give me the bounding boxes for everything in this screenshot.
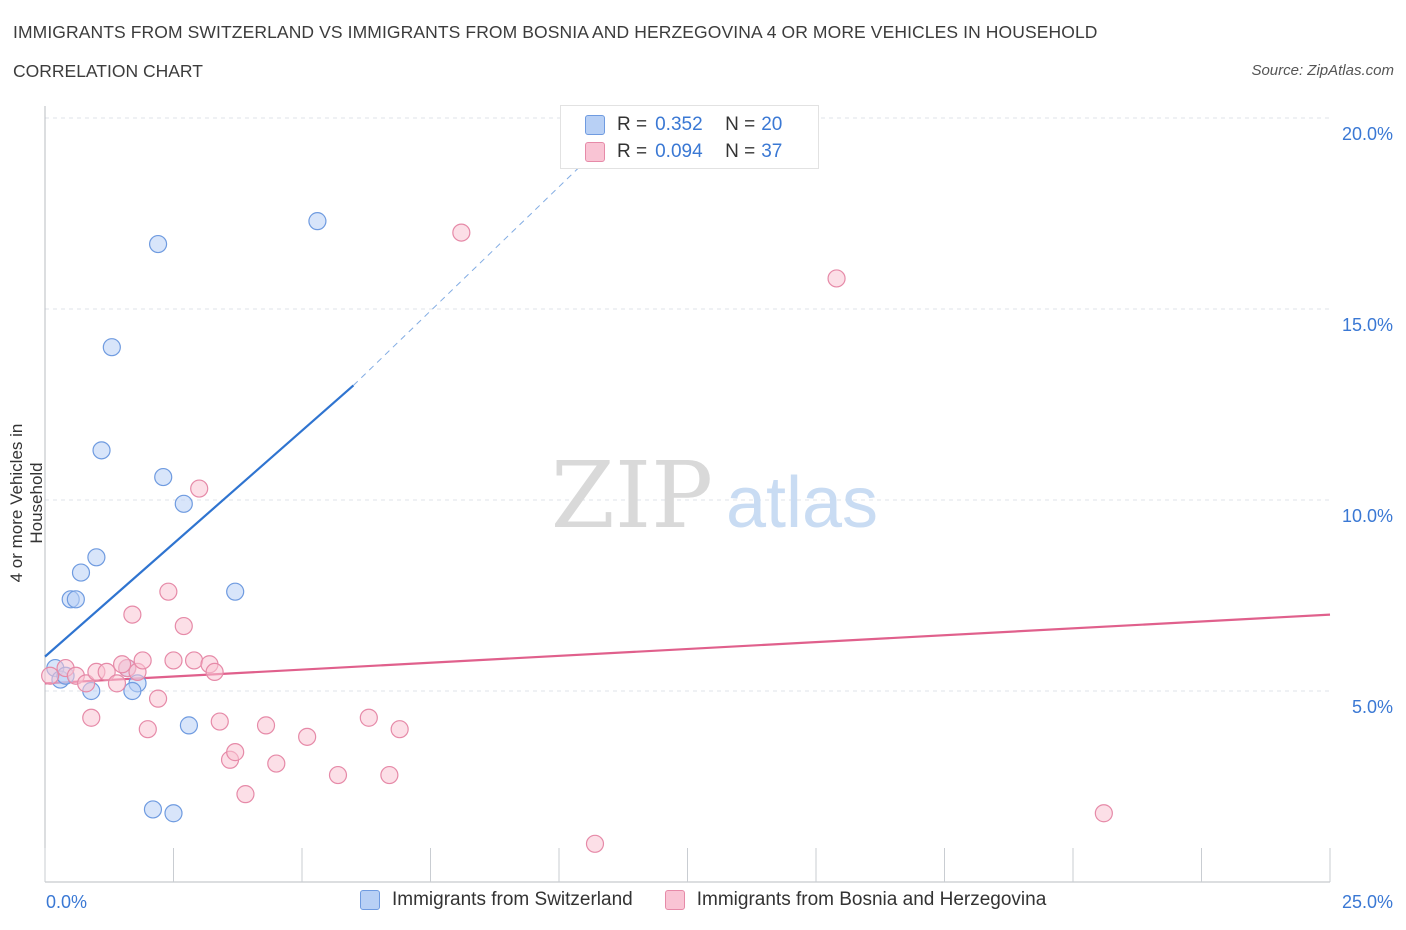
legend-row-switzerland: R = 0.352 N = 20 [585, 113, 782, 137]
series-swatch-blue [360, 890, 380, 910]
blue-data-point [148, 234, 168, 254]
pink-data-point [97, 662, 116, 682]
pink-data-point [380, 765, 399, 785]
legend-r-value: 0.352 [655, 114, 703, 135]
blue-data-point [87, 548, 106, 567]
pink-data-point [41, 666, 60, 685]
legend-n-label: N = [725, 141, 756, 162]
pink-data-point [174, 616, 193, 636]
pink-data-point [184, 651, 204, 670]
blue-data-point [164, 804, 183, 823]
blue-data-point [226, 582, 245, 601]
legend-row-bosnia: R = 0.094 N = 37 [585, 140, 782, 164]
pink-data-point [236, 785, 255, 804]
blue-data-point [123, 681, 142, 701]
pink-data-point [138, 720, 157, 739]
blue-data-point [154, 467, 173, 487]
x-tick-label: 25.0% [1342, 892, 1393, 912]
stats-legend: R = 0.352 N = 20 R = 0.094 N = 37 [560, 105, 819, 169]
pink-data-point [112, 655, 132, 674]
legend-swatch-pink [585, 142, 605, 162]
legend-r-value: 0.094 [655, 141, 703, 162]
pink-data-point [256, 716, 276, 735]
blue-data-point [92, 441, 111, 460]
pink-data-point [328, 765, 348, 785]
chart-subtitle: CORRELATION CHART [13, 61, 203, 81]
y-tick-label: 15.0% [1342, 315, 1393, 335]
y-axis-label: 4 or more Vehicles in Household [7, 423, 46, 583]
chart-title: IMMIGRANTS FROM SWITZERLAND VS IMMIGRANT… [13, 22, 1098, 42]
watermark-zip: ZIP [551, 442, 713, 549]
series-swatch-pink [664, 890, 685, 910]
y-tick-label: 10.0% [1342, 506, 1393, 526]
blue-data-point [174, 494, 193, 513]
points-layer [41, 212, 1113, 853]
blue-trend-extension [353, 136, 611, 386]
pink-data-point [210, 712, 229, 731]
y-tick-label: 20.0% [1342, 124, 1393, 144]
x-tick-label: 0.0% [46, 892, 87, 912]
pink-data-point [107, 674, 127, 693]
pink-trend-line [44, 613, 1331, 685]
source-label: Source: ZipAtlas.com [1251, 62, 1394, 79]
pink-data-point [390, 720, 409, 739]
tick-layer: 5.0% 10.0% 15.0% 20.0% 0.0% 25.0% [46, 124, 1393, 912]
pink-data-point [190, 479, 209, 498]
pink-data-point [1094, 804, 1113, 823]
pink-data-point [164, 651, 183, 670]
legend-n-value: 37 [761, 141, 783, 162]
series-legend-bosnia[interactable]: Immigrants from Bosnia and Herzegovina [664, 889, 1047, 911]
blue-data-point [179, 716, 199, 735]
pink-data-point [123, 605, 142, 624]
pink-data-point [77, 674, 96, 693]
blue-data-point [143, 800, 163, 819]
pink-data-point [148, 689, 168, 708]
series-legend: Immigrants from Switzerland Immigrants f… [360, 889, 1078, 911]
series-name-bosnia: Immigrants from Bosnia and Herzegovina [696, 889, 1047, 910]
pink-data-point [298, 727, 317, 746]
pink-data-point [267, 754, 286, 773]
pink-data-point [452, 223, 471, 242]
legend-n-value: 20 [761, 114, 783, 135]
pink-data-point [585, 834, 605, 853]
blue-trend-line [44, 384, 355, 658]
legend-r-label: R = [617, 114, 648, 135]
legend-r-label: R = [617, 141, 648, 162]
watermark-atlas: atlas [726, 463, 878, 543]
blue-data-point [102, 338, 121, 357]
series-name-switzerland: Immigrants from Switzerland [392, 889, 633, 910]
legend-swatch-blue [585, 115, 605, 135]
pink-data-point [159, 582, 178, 601]
grid-layer [45, 117, 1330, 692]
pink-data-point [133, 651, 152, 670]
pink-data-point [359, 708, 378, 727]
y-tick-label: 5.0% [1352, 697, 1393, 717]
watermark: ZIP atlas [551, 442, 878, 549]
series-legend-switzerland[interactable]: Immigrants from Switzerland [360, 889, 633, 911]
blue-data-point [308, 212, 327, 231]
blue-data-point [66, 590, 85, 609]
blue-data-point [71, 563, 91, 582]
pink-data-point [82, 708, 101, 727]
pink-data-point [226, 743, 245, 762]
trend-layer [44, 136, 1331, 685]
legend-n-label: N = [725, 114, 756, 135]
pink-data-point [205, 662, 224, 682]
pink-data-point [827, 269, 846, 288]
axes-layer [44, 106, 1331, 883]
